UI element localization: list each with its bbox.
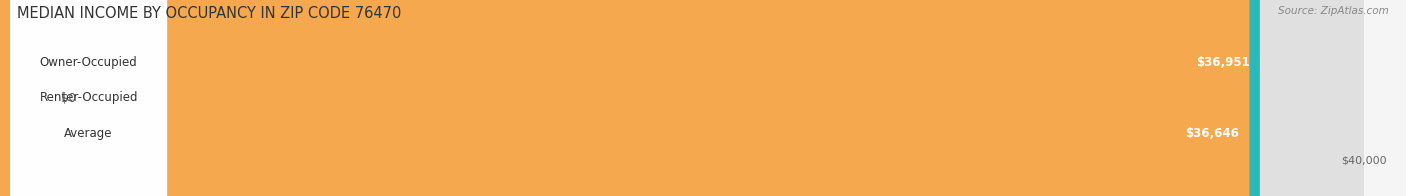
Text: Average: Average bbox=[65, 127, 112, 140]
FancyBboxPatch shape bbox=[10, 0, 167, 196]
FancyBboxPatch shape bbox=[0, 0, 1260, 196]
Text: $0: $0 bbox=[62, 92, 76, 104]
FancyBboxPatch shape bbox=[0, 0, 1364, 196]
FancyBboxPatch shape bbox=[10, 0, 167, 196]
Text: Owner-Occupied: Owner-Occupied bbox=[39, 56, 138, 69]
Text: MEDIAN INCOME BY OCCUPANCY IN ZIP CODE 76470: MEDIAN INCOME BY OCCUPANCY IN ZIP CODE 7… bbox=[17, 6, 401, 21]
FancyBboxPatch shape bbox=[0, 0, 1364, 196]
Text: Source: ZipAtlas.com: Source: ZipAtlas.com bbox=[1278, 6, 1389, 16]
FancyBboxPatch shape bbox=[10, 0, 167, 196]
FancyBboxPatch shape bbox=[0, 0, 1364, 196]
FancyBboxPatch shape bbox=[0, 0, 41, 196]
Text: Renter-Occupied: Renter-Occupied bbox=[39, 92, 138, 104]
Text: $36,951: $36,951 bbox=[1197, 56, 1250, 69]
FancyBboxPatch shape bbox=[0, 0, 1250, 196]
Text: $36,646: $36,646 bbox=[1185, 127, 1239, 140]
